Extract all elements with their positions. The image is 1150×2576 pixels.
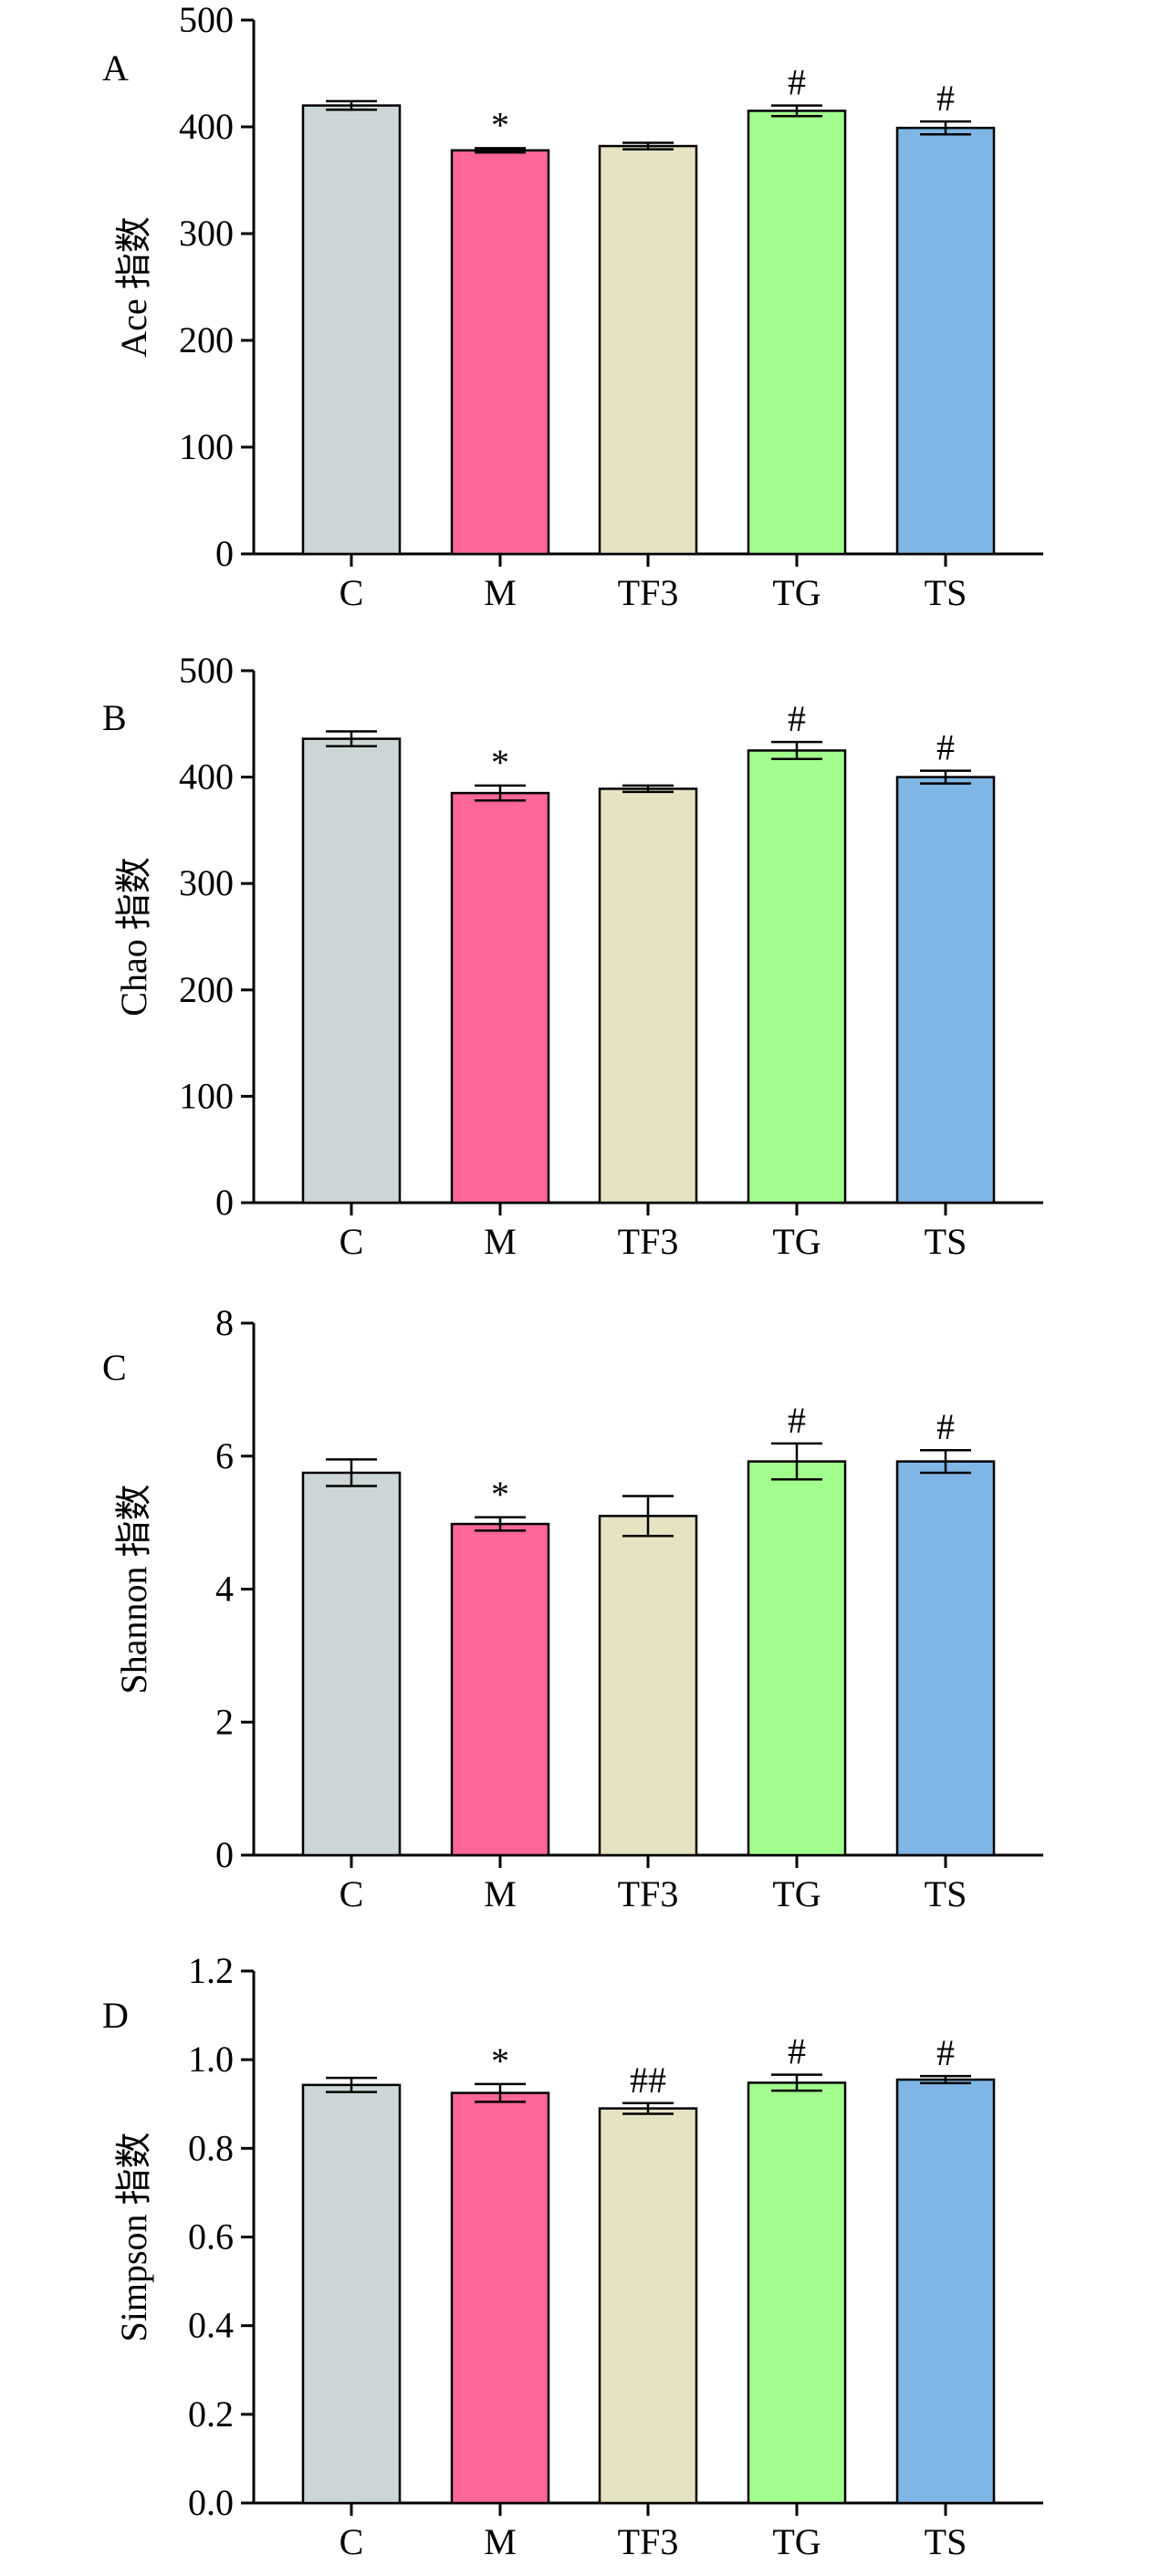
x-tick-label: C — [340, 2521, 364, 2562]
y-tick-label: 100 — [179, 426, 234, 467]
bar-c — [301, 104, 402, 556]
y-tick-label: 2 — [215, 1701, 234, 1742]
x-tick-label: M — [484, 1873, 517, 1914]
y-tick-label: 8 — [215, 1302, 234, 1343]
x-tick-label: TG — [772, 572, 821, 613]
significance-mark: # — [788, 2031, 806, 2072]
panel-a: A Ace 指数 0 100 200 300 400 500 C M * TF3 TG # TS # — [102, 0, 1043, 613]
bar-m — [450, 2091, 550, 2505]
x-tick-label: TS — [925, 572, 967, 613]
x-tick-label: TS — [925, 1873, 967, 1914]
significance-mark: # — [936, 727, 955, 768]
y-tick-label: 0.8 — [188, 2127, 234, 2168]
x-tick-label: C — [340, 1873, 364, 1914]
bar-tf3 — [598, 787, 698, 1205]
y-tick-label: 300 — [179, 862, 234, 903]
bar-tf3 — [598, 144, 698, 556]
y-tick-label: 100 — [179, 1075, 234, 1116]
y-tick-label: 500 — [179, 650, 234, 691]
y-tick-label: 4 — [215, 1569, 234, 1610]
bar-m — [450, 149, 550, 556]
y-tick-label: 0.4 — [188, 2305, 234, 2346]
bar-tg — [747, 110, 847, 556]
y-tick-label: 200 — [179, 319, 234, 360]
significance-mark: # — [936, 78, 955, 119]
bar-c — [301, 2083, 402, 2505]
significance-mark: * — [491, 1474, 509, 1515]
x-tick-label: M — [484, 572, 517, 613]
x-tick-label: TG — [772, 2521, 821, 2562]
y-tick-label: 0 — [215, 1834, 234, 1875]
bar-ts — [895, 776, 996, 1205]
significance-mark: # — [788, 698, 806, 739]
x-tick-label: TG — [772, 1221, 821, 1262]
bar-ts — [895, 2078, 996, 2505]
y-tick-label: 400 — [179, 756, 234, 798]
bar-c — [301, 1471, 402, 1857]
panel-b: B Chao 指数 0 100 200 300 400 500 C M * TF3 TG # TS # — [102, 650, 1043, 1262]
panel-letter: A — [102, 47, 129, 89]
bar-ts — [895, 126, 996, 556]
y-tick-label: 6 — [215, 1435, 234, 1476]
significance-mark: # — [936, 1406, 955, 1447]
x-tick-label: TS — [925, 1221, 967, 1262]
bar-tg — [747, 1460, 847, 1857]
significance-mark: # — [936, 2032, 955, 2073]
significance-mark: # — [788, 1400, 806, 1441]
x-tick-label: TS — [925, 2521, 967, 2562]
y-tick-label: 1.2 — [188, 1950, 234, 1991]
y-tick-label: 300 — [179, 213, 234, 254]
x-tick-label: M — [484, 2521, 517, 2562]
panel-c: C Shannon 指数 0 2 4 6 8 C M * TF3 TG # TS # — [102, 1302, 1043, 1914]
y-axis-label: Chao 指数 — [113, 857, 154, 1016]
y-axis-label: Simpson 指数 — [113, 2132, 154, 2341]
bar-m — [450, 791, 550, 1205]
x-tick-label: C — [340, 1221, 364, 1262]
y-tick-label: 1.0 — [188, 2039, 234, 2080]
bar-ts — [895, 1460, 996, 1857]
panel-letter: B — [102, 697, 127, 738]
significance-mark: * — [491, 742, 509, 783]
y-axis-label: Shannon 指数 — [113, 1485, 154, 1695]
significance-mark: * — [491, 104, 509, 145]
y-tick-label: 0 — [215, 533, 234, 574]
x-tick-label: TG — [772, 1873, 821, 1914]
y-tick-label: 0.2 — [188, 2393, 234, 2435]
bar-tf3 — [598, 2107, 698, 2505]
panel-letter: C — [102, 1347, 127, 1388]
y-axis-label: Ace 指数 — [113, 216, 154, 357]
x-tick-label: TF3 — [618, 2521, 679, 2562]
panel-letter: D — [102, 1995, 129, 2036]
bar-tg — [747, 749, 847, 1205]
y-tick-label: 200 — [179, 969, 234, 1010]
x-tick-label: TF3 — [618, 572, 679, 613]
x-tick-label: M — [484, 1221, 517, 1262]
y-tick-label: 400 — [179, 106, 234, 147]
x-tick-label: C — [340, 572, 364, 613]
bar-tf3 — [598, 1515, 698, 1857]
bar-m — [450, 1522, 550, 1857]
y-tick-label: 0.0 — [188, 2482, 234, 2523]
x-tick-label: TF3 — [618, 1221, 679, 1262]
significance-mark: ## — [630, 2060, 666, 2101]
significance-mark: # — [788, 62, 806, 103]
y-tick-label: 0.6 — [188, 2216, 234, 2258]
significance-mark: * — [491, 2040, 509, 2081]
bar-tg — [747, 2081, 847, 2505]
bar-c — [301, 737, 402, 1205]
y-tick-label: 500 — [179, 0, 234, 40]
x-tick-label: TF3 — [618, 1873, 679, 1914]
y-tick-label: 0 — [215, 1182, 234, 1223]
